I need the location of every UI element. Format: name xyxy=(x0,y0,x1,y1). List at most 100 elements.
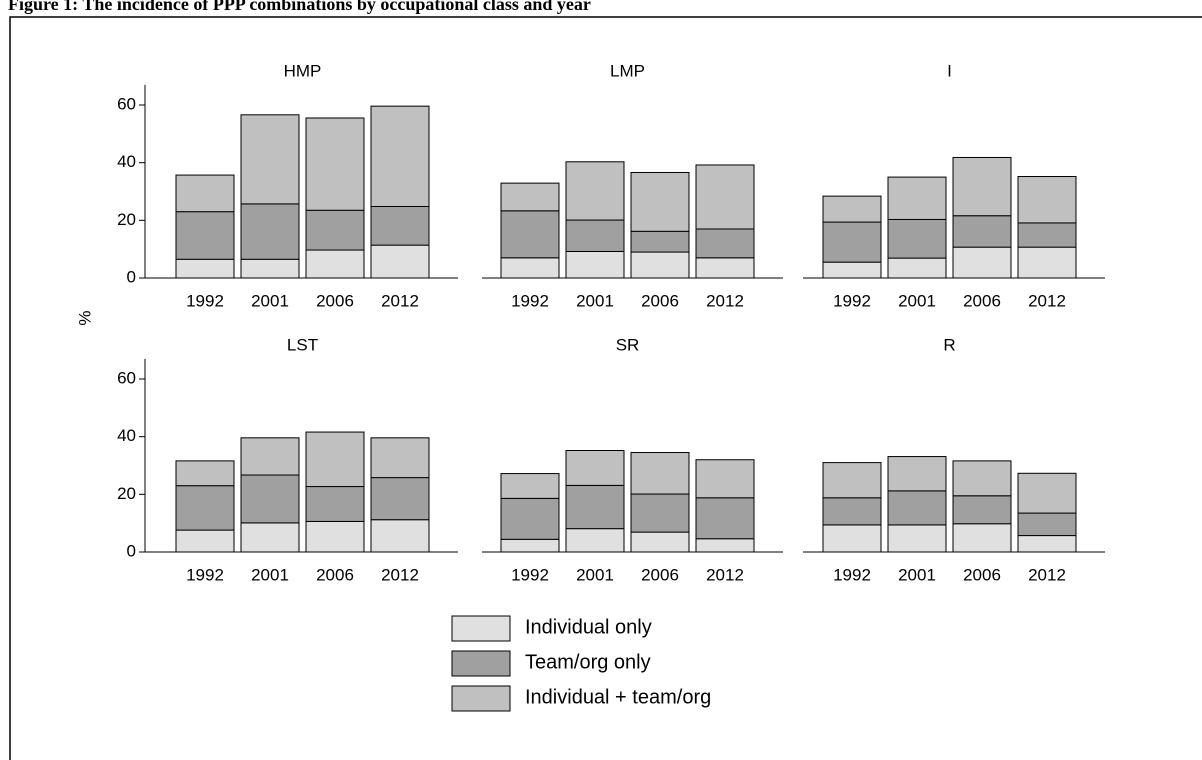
bar-segment xyxy=(822,524,882,553)
bar-segment xyxy=(1017,512,1077,537)
x-tick-label: 2001 xyxy=(576,565,614,584)
x-tick-label: 2001 xyxy=(898,291,936,310)
bar-segment xyxy=(175,460,235,487)
bar-segment xyxy=(565,528,625,553)
y-tick-label: 0 xyxy=(127,541,136,560)
x-tick-label: 2012 xyxy=(1028,291,1066,310)
legend-label: Team/org only xyxy=(525,651,651,673)
bar-segment xyxy=(565,219,625,252)
y-tick-label: 20 xyxy=(117,484,136,503)
x-tick-label: 2001 xyxy=(898,565,936,584)
bar-segment xyxy=(952,156,1012,217)
bar-segment xyxy=(695,459,755,499)
x-tick-label: 2001 xyxy=(576,291,614,310)
bar-segment xyxy=(305,117,365,211)
bar-segment xyxy=(370,105,430,207)
bar-segment xyxy=(822,195,882,223)
x-tick-label: 1992 xyxy=(186,565,224,584)
bar-segment xyxy=(822,462,882,499)
bar-segment xyxy=(952,523,1012,553)
bar-segment xyxy=(565,250,625,279)
y-tick-label: 20 xyxy=(117,210,136,229)
x-tick-label: 1992 xyxy=(833,565,871,584)
x-tick-label: 2012 xyxy=(706,565,744,584)
bar-segment xyxy=(1017,176,1077,224)
bar-segment xyxy=(630,251,690,279)
bar-segment xyxy=(630,230,690,253)
bar-segment xyxy=(565,484,625,530)
bar-segment xyxy=(630,171,690,232)
y-axis-label: % xyxy=(75,310,94,325)
bar-segment xyxy=(887,176,947,220)
bar-segment xyxy=(630,493,690,533)
bar-segment xyxy=(500,497,560,540)
figure-title: Figure 1: The incidence of PPP combinati… xyxy=(8,0,591,14)
bar-segment xyxy=(305,486,365,522)
bar-segment xyxy=(175,485,235,531)
panel-title: HMP xyxy=(284,61,322,80)
x-tick-label: 2001 xyxy=(251,565,289,584)
bar-segment xyxy=(695,257,755,279)
bar-segment xyxy=(500,210,560,259)
bar-segment xyxy=(565,450,625,486)
frame xyxy=(9,16,1202,760)
x-tick-label: 2006 xyxy=(316,291,354,310)
bar-segment xyxy=(1017,246,1077,279)
bar-segment xyxy=(1017,222,1077,248)
x-tick-label: 2001 xyxy=(251,291,289,310)
bar-segment xyxy=(370,477,430,521)
bar-segment xyxy=(370,244,430,279)
bar-segment xyxy=(887,218,947,259)
bar-segment xyxy=(240,114,300,205)
bar-segment xyxy=(695,497,755,540)
bar-segment xyxy=(630,531,690,553)
bar-segment xyxy=(370,205,430,246)
bar-segment xyxy=(887,490,947,526)
bar-segment xyxy=(952,460,1012,497)
panel-title: LMP xyxy=(610,61,645,80)
bar-segment xyxy=(240,522,300,553)
bar-segment xyxy=(305,249,365,279)
bar-segment xyxy=(952,246,1012,279)
bar-segment xyxy=(952,495,1012,525)
bar-segment xyxy=(565,161,625,221)
bar-segment xyxy=(822,261,882,279)
panel-title: R xyxy=(943,335,955,354)
x-tick-label: 1992 xyxy=(186,291,224,310)
bar-segment xyxy=(630,452,690,495)
legend-swatch xyxy=(451,650,511,677)
bar-segment xyxy=(695,228,755,259)
bar-segment xyxy=(175,529,235,553)
bar-segment xyxy=(1017,472,1077,514)
legend-label: Individual only xyxy=(525,616,652,638)
bar-segment xyxy=(952,215,1012,248)
x-tick-label: 2012 xyxy=(381,291,419,310)
panel-title: LST xyxy=(287,335,318,354)
x-tick-label: 2006 xyxy=(963,291,1001,310)
bar-segment xyxy=(175,174,235,213)
bar-segment xyxy=(887,456,947,492)
bar-segment xyxy=(175,211,235,260)
x-tick-label: 2012 xyxy=(1028,565,1066,584)
legend-label: Individual + team/org xyxy=(525,686,711,708)
bar-segment xyxy=(305,520,365,553)
bar-segment xyxy=(240,203,300,260)
bar-segment xyxy=(500,182,560,212)
y-tick-label: 0 xyxy=(127,267,136,286)
panel-title: SR xyxy=(616,335,640,354)
bar-segment xyxy=(695,538,755,553)
x-tick-label: 2006 xyxy=(316,565,354,584)
bar-segment xyxy=(175,258,235,279)
y-tick-label: 60 xyxy=(117,368,136,387)
bar-segment xyxy=(240,474,300,524)
y-tick-label: 60 xyxy=(117,94,136,113)
bar-segment xyxy=(370,519,430,553)
bar-segment xyxy=(370,437,430,479)
bar-segment xyxy=(500,473,560,499)
panel-title: I xyxy=(947,61,952,80)
bar-segment xyxy=(887,257,947,279)
bar-segment xyxy=(500,538,560,553)
bar-segment xyxy=(500,257,560,279)
x-tick-label: 1992 xyxy=(511,565,549,584)
